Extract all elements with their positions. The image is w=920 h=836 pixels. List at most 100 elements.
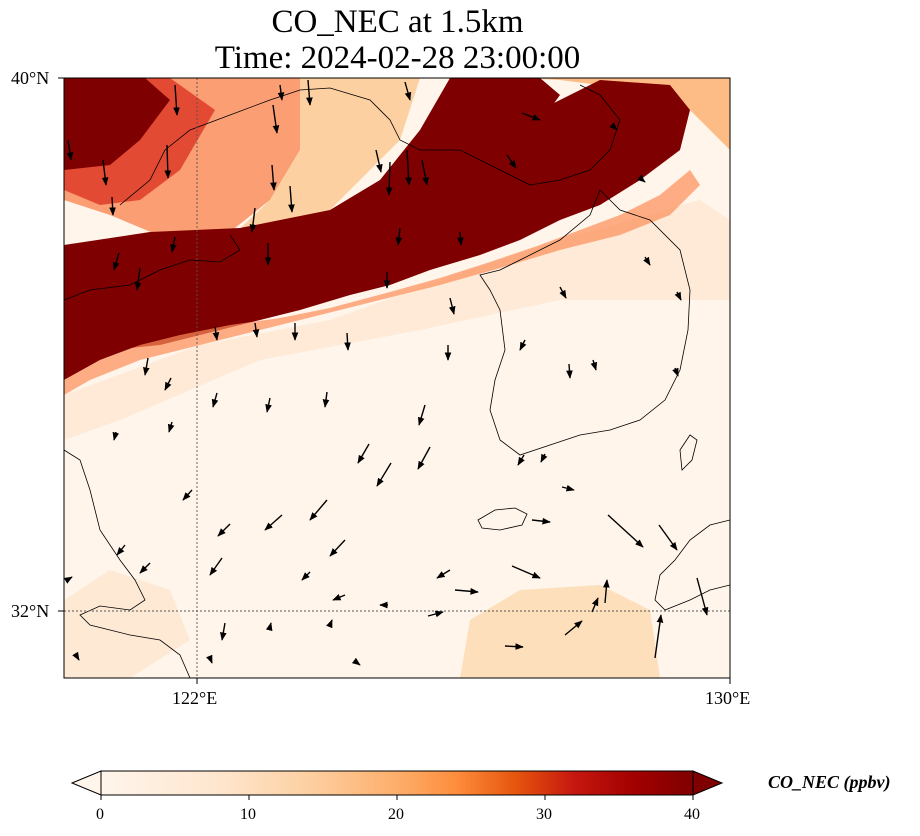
wind-arrow bbox=[351, 657, 361, 666]
wind-arrow bbox=[72, 651, 80, 661]
coastline-kyushu bbox=[654, 519, 730, 611]
wind-arrow bbox=[427, 610, 444, 618]
wind-arrow bbox=[448, 297, 456, 315]
wind-arrow bbox=[417, 404, 426, 426]
wind-arrow bbox=[454, 587, 479, 595]
wind-arrow bbox=[561, 484, 575, 492]
concentration-field bbox=[64, 78, 730, 678]
wind-arrow bbox=[139, 562, 151, 574]
wind-arrow bbox=[288, 185, 295, 213]
wind-arrow bbox=[264, 514, 283, 531]
wind-arrow bbox=[517, 454, 525, 466]
wind-arrow bbox=[658, 524, 678, 551]
wind-arrow bbox=[404, 81, 412, 101]
wind-arrow bbox=[395, 227, 403, 246]
wind-arrow bbox=[211, 392, 219, 408]
wind-arrow bbox=[421, 159, 429, 186]
wind-arrow bbox=[540, 453, 548, 463]
haze-south-west bbox=[64, 570, 190, 678]
plume-east-band bbox=[130, 80, 690, 348]
coastline-korea bbox=[479, 189, 691, 456]
wind-arrow bbox=[112, 431, 120, 441]
wind-arrow bbox=[143, 357, 150, 376]
coastlines bbox=[64, 84, 730, 678]
wind-arrow bbox=[559, 286, 567, 299]
colorbar-ticks bbox=[100, 795, 694, 800]
wind-arrow bbox=[265, 397, 272, 413]
wind-arrow bbox=[164, 144, 172, 179]
wind-arrow bbox=[209, 557, 223, 576]
wind-arrow bbox=[101, 159, 109, 186]
wind-arrow bbox=[519, 339, 527, 351]
map-frame bbox=[63, 77, 731, 679]
wind-arrow bbox=[332, 593, 346, 601]
wind-arrow bbox=[265, 622, 273, 632]
wind-arrow bbox=[344, 332, 351, 351]
lat-label-32: 32°N bbox=[11, 601, 50, 621]
wind-arrow bbox=[672, 367, 679, 377]
wind-arrow bbox=[405, 149, 412, 186]
wind-vectors bbox=[63, 79, 709, 666]
wind-arrow bbox=[531, 517, 551, 525]
wind-arrow bbox=[329, 539, 346, 557]
wind-arrow bbox=[112, 252, 120, 271]
plume-band-edge bbox=[64, 170, 700, 395]
wind-arrow bbox=[609, 122, 618, 131]
wind-arrow bbox=[564, 620, 583, 636]
colorbar-min-extend bbox=[70, 770, 102, 796]
wind-arrow bbox=[270, 164, 277, 191]
wind-arrow bbox=[457, 231, 464, 246]
wind-arrow bbox=[164, 377, 172, 391]
colorbar-label-20: 20 bbox=[388, 806, 404, 823]
wind-arrow bbox=[417, 446, 431, 470]
wind-arrow bbox=[63, 576, 73, 584]
coastline-tsushima bbox=[679, 434, 698, 471]
wind-arrow bbox=[66, 139, 74, 161]
wind-arrow bbox=[376, 462, 392, 487]
plume-northwest-core bbox=[64, 78, 170, 170]
wind-arrow bbox=[511, 565, 541, 579]
wind-arrow bbox=[696, 577, 709, 616]
wind-arrow bbox=[173, 84, 180, 116]
wind-arrow bbox=[206, 654, 213, 664]
wind-arrow bbox=[607, 514, 644, 548]
coastline-china-east bbox=[64, 449, 191, 678]
wind-arrow bbox=[217, 523, 231, 537]
colorbar-label-0: 0 bbox=[96, 806, 104, 823]
coastline-north bbox=[119, 84, 621, 206]
wind-arrow bbox=[170, 236, 177, 253]
wind-arrow bbox=[277, 84, 285, 101]
wind-arrow bbox=[272, 104, 280, 134]
wind-arrow bbox=[591, 597, 599, 613]
colorbar-max-extend bbox=[692, 770, 724, 796]
lon-label-122: 122°E bbox=[172, 688, 218, 708]
coastline-shandong bbox=[64, 234, 241, 301]
wind-arrow bbox=[252, 322, 260, 338]
lat-label-40: 40°N bbox=[11, 68, 50, 88]
wind-arrow bbox=[220, 622, 227, 641]
wind-arrow bbox=[674, 291, 682, 301]
wind-arrow bbox=[602, 579, 610, 604]
wind-arrow bbox=[636, 174, 646, 183]
wind-arrow bbox=[212, 326, 220, 341]
lon-label-130: 130°E bbox=[705, 688, 751, 708]
wind-arrow bbox=[249, 207, 257, 233]
coastline-jeju bbox=[477, 507, 528, 531]
wind-arrow bbox=[566, 363, 573, 379]
wind-arrow bbox=[436, 569, 451, 579]
plume-gap-light bbox=[230, 78, 420, 238]
wind-arrow bbox=[643, 256, 651, 266]
wind-arrow bbox=[326, 619, 333, 629]
wind-arrow bbox=[357, 443, 370, 464]
wind-arrow bbox=[385, 161, 393, 196]
wind-arrow bbox=[134, 267, 142, 291]
wind-arrow bbox=[109, 196, 116, 216]
colorbar bbox=[100, 770, 694, 796]
wind-arrow bbox=[167, 421, 175, 433]
wind-arrow bbox=[504, 643, 524, 650]
wind-arrow bbox=[521, 112, 541, 121]
wind-arrow bbox=[322, 391, 330, 408]
map-title-line1: CO_NEC at 1.5km bbox=[271, 4, 524, 40]
colorbar-label-40: 40 bbox=[684, 806, 700, 823]
